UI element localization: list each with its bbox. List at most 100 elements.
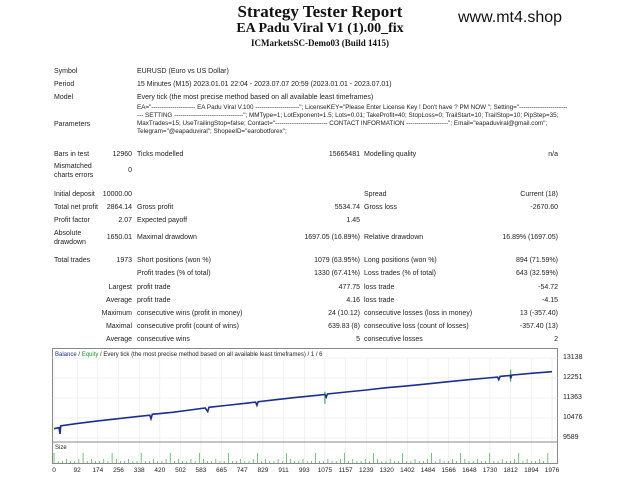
x-tick-label: 1239 — [359, 467, 374, 474]
max-cons-losses-label: consecutive losses (loss in money) — [364, 310, 473, 317]
size-label: Size — [55, 445, 67, 451]
absolute-drawdown-label: Absolute drawdown — [54, 230, 86, 246]
max-cons-wins-value: 24 (10.12) — [328, 310, 360, 317]
largest-loss-value: -54.72 — [538, 284, 558, 291]
loss-trades-value: 643 (32.59%) — [515, 270, 558, 277]
brand-watermark: www.mt4.shop — [458, 9, 563, 26]
mismatched-value: 0 — [128, 167, 132, 174]
ticks-value: 15665481 — [328, 151, 360, 158]
average-loss-value: -4.15 — [542, 297, 558, 304]
x-tick-label: 420 — [154, 467, 166, 474]
model-value: Every tick (the most precise method base… — [137, 94, 374, 101]
balance-series-line — [53, 370, 553, 435]
initial-deposit-value: 10000.00 — [102, 191, 132, 198]
parameters-value: EA="--------------------- EA Padu Viral … — [137, 104, 568, 135]
x-tick-label: 1648 — [462, 467, 477, 474]
y-tick-label: 13138 — [563, 354, 583, 361]
x-tick-label: 1566 — [441, 467, 456, 474]
x-tick-label: 665 — [216, 467, 228, 474]
profit-trades-value: 1330 (67.41%) — [314, 270, 360, 277]
y-tick-label: 11363 — [563, 394, 582, 401]
maximal-drawdown-label: Maximal drawdown — [137, 234, 197, 241]
period-label: Period — [54, 81, 75, 88]
legend-equity: Equity — [82, 352, 99, 358]
parameters-label: Parameters — [54, 121, 91, 128]
absolute-drawdown-value: 1650.01 — [106, 234, 132, 241]
period-value: 15 Minutes (M15) 2023.01.01 22:04 - 2023… — [137, 81, 392, 88]
long-positions-value: 894 (71.59%) — [515, 257, 558, 264]
legend-separator: / — [77, 352, 82, 358]
report-subtitle: EA Padu Viral V1 (1).00_fix — [236, 21, 404, 36]
avg-cons-losses-label: consecutive losses — [364, 336, 423, 343]
max-cons-loss-label: consecutive loss (count of losses) — [364, 323, 469, 330]
expected-payoff-label: Expected payoff — [137, 217, 188, 224]
profit-factor-label: Profit factor — [54, 217, 90, 224]
chart-frame — [52, 348, 558, 464]
mismatched-label: Mismatched charts errors — [54, 163, 94, 179]
max-cons-profit-value: 639.83 (8) — [328, 323, 360, 330]
max-cons-losses-value: 13 (-357.40) — [519, 310, 558, 317]
average-loss-label: loss trade — [364, 297, 395, 304]
largest-profit-value: 477.75 — [338, 284, 360, 291]
total-trades-label: Total trades — [54, 257, 91, 264]
short-positions-value: 1079 (63.95%) — [314, 257, 360, 264]
x-tick-label: 338 — [133, 467, 145, 474]
relative-drawdown-value: 16.89% (1697.05) — [502, 234, 558, 241]
avg-cons-wins-label: consecutive wins — [137, 336, 190, 343]
report-header: Strategy Tester Report EA Padu Viral V1 … — [0, 0, 640, 52]
profit-trades-label: Profit trades (% of total) — [137, 270, 211, 277]
report-server: ICMarketsSC-Demo03 (Build 1415) — [251, 38, 389, 48]
max-cons-wins-label: consecutive wins (profit in money) — [137, 310, 243, 317]
spread-label: Spread — [364, 191, 387, 198]
bars-label: Bars in test — [54, 151, 90, 158]
net-profit-value: 2864.14 — [106, 204, 132, 211]
maximal-label: Maximal — [105, 323, 132, 330]
x-tick-label: 1157 — [338, 467, 353, 474]
chart-grid — [52, 357, 558, 463]
initial-deposit-label: Initial deposit — [54, 191, 95, 198]
x-tick-label: 1730 — [482, 467, 498, 474]
average2-label: Average — [106, 336, 132, 343]
chart-legend: Balance / Equity / Every tick (the most … — [55, 352, 323, 358]
legend-balance: Balance — [55, 352, 77, 358]
x-tick-label: 1402 — [400, 467, 415, 474]
average-profit-label: profit trade — [137, 297, 171, 304]
symbol-value: EURUSD (Euro vs US Dollar) — [137, 68, 229, 75]
bars-value: 12960 — [112, 151, 132, 158]
symbol-label: Symbol — [54, 68, 78, 75]
max-cons-loss-value: -357.40 (13) — [519, 323, 558, 330]
x-tick-label: 174 — [92, 467, 104, 474]
ticks-label: Ticks modelled — [137, 151, 184, 158]
x-tick-label: 502 — [175, 467, 186, 474]
short-positions-label: Short positions (won %) — [137, 257, 211, 264]
largest-loss-label: loss trade — [364, 284, 395, 291]
largest-profit-label: profit trade — [137, 284, 171, 291]
gross-profit-label: Gross profit — [137, 204, 174, 211]
x-tick-label: 829 — [257, 467, 269, 474]
avg-cons-losses-value: 2 — [554, 336, 558, 343]
long-positions-label: Long positions (won %) — [364, 257, 437, 264]
x-tick-label: 1976 — [544, 467, 560, 474]
model-label: Model — [54, 94, 74, 101]
quality-value: n/a — [548, 151, 558, 158]
total-trades-value: 1973 — [116, 257, 132, 264]
x-tick-label: 0 — [52, 467, 56, 474]
largest-label: Largest — [108, 284, 132, 291]
relative-drawdown-label: Relative drawdown — [364, 234, 424, 241]
gross-loss-label: Gross loss — [364, 204, 398, 211]
size-bars — [53, 453, 549, 463]
loss-trades-label: Loss trades (% of total) — [364, 270, 436, 277]
x-tick-label: 911 — [278, 467, 289, 474]
x-tick-label: 993 — [298, 467, 310, 474]
x-tick-label: 92 — [73, 467, 81, 474]
spread-value: Current (18) — [520, 191, 558, 198]
legend-rest: / Every tick (the most precise method ba… — [98, 352, 323, 358]
quality-label: Modelling quality — [364, 151, 417, 158]
y-tick-label: 12251 — [563, 373, 583, 381]
x-tick-label: 747 — [236, 467, 248, 474]
x-tick-label: 256 — [113, 467, 124, 474]
maximal-drawdown-value: 1697.05 (16.89%) — [304, 234, 360, 241]
profit-factor-value: 2.07 — [118, 217, 132, 224]
y-tick-label: 9589 — [563, 434, 579, 441]
average-profit-value: 4.16 — [346, 297, 360, 304]
